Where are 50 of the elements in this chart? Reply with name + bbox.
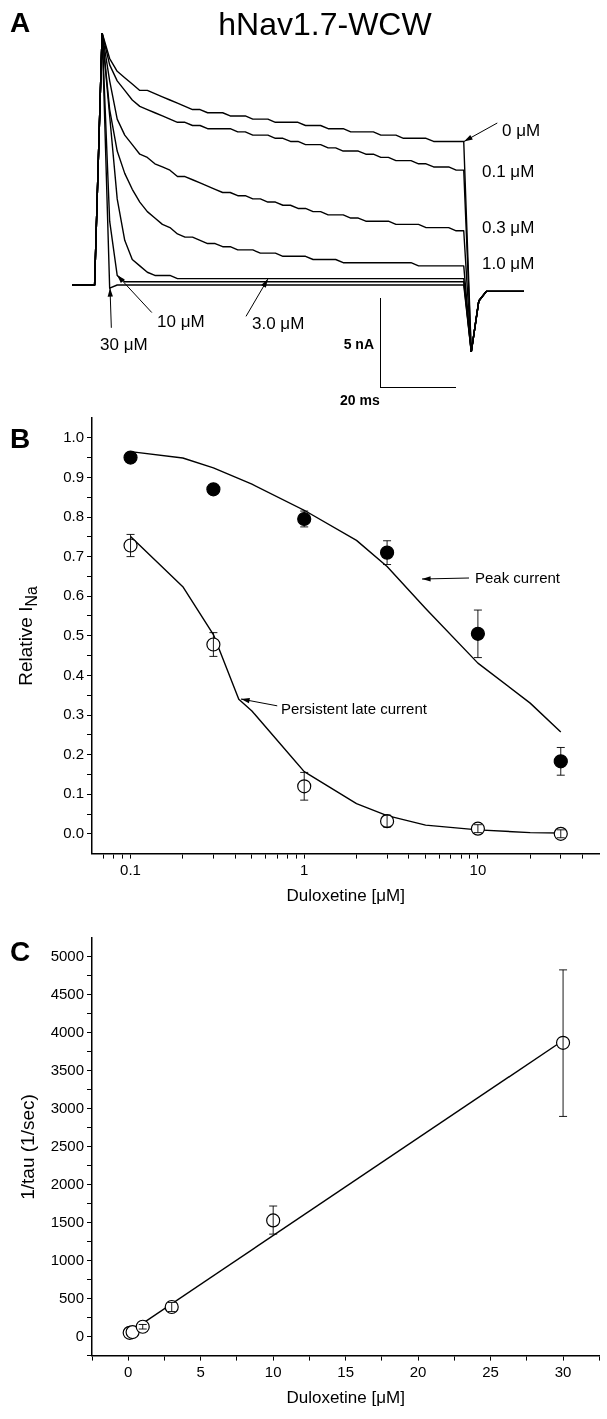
x-axis-title: Duloxetine [μM] (286, 886, 405, 906)
y-tick-label: 0.1 (63, 784, 84, 802)
x-axis-title: Duloxetine [μM] (286, 1388, 405, 1408)
series-label: 10 μM (157, 311, 205, 331)
y-tick-label: 0.4 (63, 665, 84, 683)
x-tick-label: 10 (469, 860, 487, 878)
y-tick-label: 0.2 (63, 744, 84, 762)
y-tick-label: 0.5 (63, 625, 84, 643)
y-tick-label: 4000 (50, 1023, 84, 1041)
y-tick-label: 0.0 (63, 823, 84, 841)
x-tick-label: 15 (337, 1362, 354, 1380)
legend-label: 30 μM (100, 334, 148, 354)
series-label: 0.3 μM (482, 217, 535, 237)
annotation: Peak current (475, 569, 561, 587)
annotation: 5 nA (342, 336, 374, 353)
y-tick-label: 1500 (50, 1212, 84, 1230)
x-tick-label: 10 (264, 1362, 282, 1380)
x-tick-label: 30 (554, 1362, 572, 1380)
y-tick-label: 3000 (50, 1098, 84, 1116)
y-tick-label: 0.7 (63, 546, 84, 564)
annotation: Persistent late current (281, 700, 427, 718)
series-label: 1.0 μM (482, 253, 535, 273)
y-tick-label: 4500 (50, 985, 84, 1003)
y-tick-label: 0 (75, 1326, 84, 1344)
y-tick-label: 1000 (50, 1250, 84, 1268)
y-tick-label: 0.9 (63, 467, 84, 485)
x-tick-label: 0.1 (120, 860, 141, 878)
x-tick-label: 25 (482, 1362, 499, 1380)
y-tick-label: 0.8 (63, 507, 84, 525)
text: 20 ms (340, 392, 380, 409)
chart-title: hNav1.7-WCW (217, 6, 433, 43)
x-tick-label: 0 (124, 1362, 133, 1380)
legend-label: 3.0 μM (252, 313, 305, 333)
text: 0 μM (502, 120, 541, 140)
text: C (10, 936, 31, 968)
y-tick-label: 5000 (50, 947, 84, 965)
y-tick-label: 3500 (50, 1061, 84, 1079)
x-tick-label: 1 (300, 860, 309, 878)
y-tick-label: 0.3 (63, 705, 84, 723)
y-tick-label: 1.0 (63, 427, 84, 445)
y-tick-label: 2000 (50, 1174, 84, 1192)
text: A (10, 7, 31, 39)
y-tick-label: 500 (58, 1288, 84, 1306)
text: B (10, 423, 31, 455)
y-tick-label: 0.6 (63, 586, 84, 604)
x-tick-label: 5 (196, 1362, 205, 1380)
y-axis-title: 1/tau (1/sec) (17, 1093, 39, 1200)
y-tick-label: 2500 (50, 1136, 84, 1154)
x-tick-label: 20 (409, 1362, 427, 1380)
legend-label: 0.1 μM (482, 161, 535, 181)
